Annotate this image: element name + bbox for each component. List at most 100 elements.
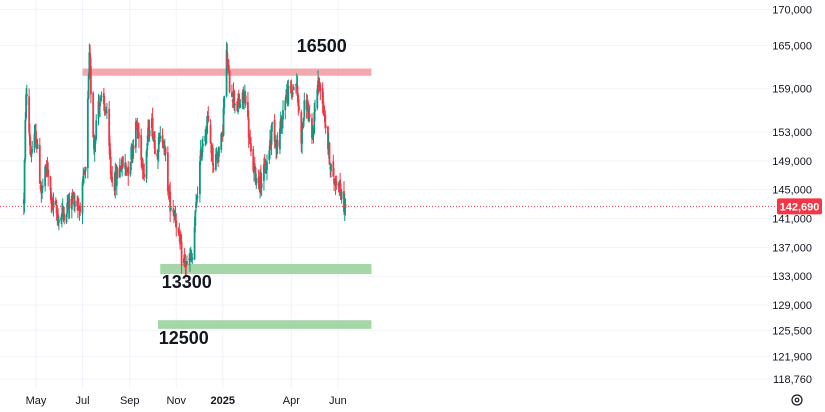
candle [105,102,108,120]
candle [167,186,170,200]
candle [260,172,263,197]
y-tick-label: 141,000 [772,214,812,226]
candle [92,91,95,139]
zones [82,68,372,329]
candle [335,175,338,190]
settings-icon[interactable] [791,394,803,406]
candle [218,146,220,163]
candle [157,132,160,162]
candle [99,102,101,117]
candle [340,188,343,204]
y-tick-label: 118,760 [773,374,812,386]
candle [291,91,294,97]
candle [76,195,79,211]
y-tick-label: 153,000 [772,127,812,139]
candle [194,209,197,233]
candle [330,163,332,178]
candle [339,172,342,194]
candle [298,99,300,113]
candle [295,83,297,94]
y-axis: 170,000 165,000 159,000 153,000 149,000 145,0… [772,4,812,386]
candle [328,142,331,166]
candle [266,154,268,181]
y-tick-label: 170,000 [772,4,812,16]
candle [314,99,316,122]
candle [33,124,36,153]
x-tick-label: Apr [283,395,300,407]
candle [87,72,90,100]
candle [273,114,276,149]
candle [231,84,233,98]
candle [30,150,33,163]
candle [223,95,226,115]
candle [95,114,98,141]
candle [292,84,295,91]
candle [319,82,322,101]
candle [234,102,236,114]
candle [284,97,287,120]
candle [55,199,58,221]
candle [77,195,79,219]
candle [70,192,73,219]
y-tick-label: 149,000 [772,156,812,168]
candle [190,249,193,263]
candle [175,213,178,237]
candle [276,132,279,154]
candle [237,93,239,115]
candle [225,41,228,98]
candle [250,137,252,157]
candle [227,59,230,72]
candle [122,156,124,169]
candle [249,129,252,145]
candle [333,168,335,192]
candle [140,128,143,168]
candle [253,156,256,170]
candle [166,146,169,196]
candle [23,158,26,213]
y-tick-label: 137,000 [772,242,812,254]
candle [31,140,34,155]
candle [207,106,210,122]
candle [145,149,148,183]
candle [186,255,188,266]
candle [83,169,85,184]
candle [41,178,44,190]
candle [204,128,207,147]
current-price-badge: 142,690 [777,198,822,215]
candle [239,98,242,109]
candle [282,100,284,129]
candle [189,248,191,272]
candle [324,114,327,134]
candle [134,117,137,153]
candle [313,102,316,135]
candle [68,192,71,219]
x-tick-label: 2025 [211,395,235,407]
candle [233,89,236,111]
x-tick-label: Jun [329,395,347,407]
candle [25,84,28,106]
annotation-label-1: 13300 [162,272,212,292]
candle [47,162,50,187]
candle [86,90,89,179]
candle [269,129,271,159]
candle [263,154,266,166]
candle [29,136,32,157]
candle [77,197,80,211]
candle [157,148,159,170]
candle [191,252,194,265]
candle [201,138,204,161]
candle [164,146,167,162]
candle [311,113,313,145]
candle [111,165,114,187]
candle [332,154,335,177]
candle [81,179,84,225]
candle [303,92,306,121]
candle [270,123,273,156]
candle [36,139,39,150]
candle [131,140,134,164]
candle [290,79,293,99]
candle [127,161,130,187]
candle [116,166,119,179]
candle [255,173,258,189]
x-tick-label: Sep [120,395,140,407]
